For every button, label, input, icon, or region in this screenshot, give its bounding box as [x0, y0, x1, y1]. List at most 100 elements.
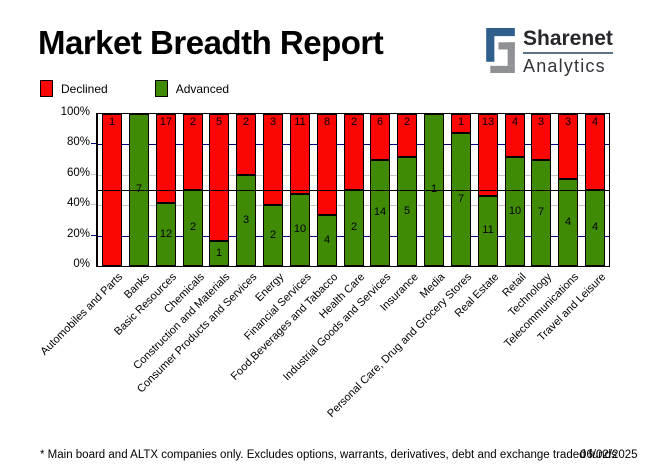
bar-10: 6 14 — [370, 114, 390, 266]
declined-count-label: 2 — [403, 116, 411, 128]
advanced-count-label: 4 — [323, 234, 331, 246]
advanced-count-label: 11 — [482, 224, 494, 236]
declined-segment — [290, 114, 310, 194]
advanced-segment — [263, 205, 283, 266]
advanced-count-label: 7 — [457, 193, 465, 205]
advanced-count-label: 14 — [373, 206, 387, 218]
declined-segment — [531, 114, 551, 160]
declined-count-label: 17 — [159, 116, 173, 128]
declined-segment — [209, 114, 229, 241]
y-tick-label: 80% — [66, 136, 90, 148]
chart-plot-area: 1 7 17 12 2 2 5 1 2 3 3 2 11 10 8 4 2 2 6 14 2 5 1 1 7 13 11 4 10 3 7 3… — [96, 113, 610, 267]
advanced-count-label: 2 — [350, 221, 358, 233]
advanced-count-label: 3 — [242, 214, 250, 226]
bar-15: 4 10 — [505, 114, 525, 266]
legend-label-advanced: Advanced — [175, 81, 230, 96]
advanced-segment — [236, 175, 256, 266]
chart-legend: Declined Advanced — [40, 80, 229, 97]
advanced-segment — [478, 196, 498, 266]
declined-segment — [236, 114, 256, 175]
declined-count-label: 6 — [376, 116, 384, 128]
declined-count-label: 1 — [457, 116, 465, 128]
sharenet-logo-icon — [486, 28, 515, 73]
advanced-count-label: 12 — [159, 228, 173, 240]
declined-count-label: 11 — [294, 116, 306, 128]
advanced-segment — [451, 133, 471, 266]
declined-count-label: 2 — [189, 116, 197, 128]
declined-segment — [263, 114, 283, 205]
advanced-count-label: 4 — [591, 221, 599, 233]
y-tick-label: 0% — [73, 258, 90, 270]
advanced-swatch-icon — [154, 80, 168, 97]
advanced-count-label: 1 — [430, 183, 438, 195]
advanced-count-label: 2 — [269, 229, 277, 241]
bar-7: 11 10 — [290, 114, 310, 266]
bar-14: 13 11 — [478, 114, 498, 266]
declined-segment — [558, 114, 578, 179]
declined-count-label: 13 — [481, 116, 495, 128]
y-tick-label: 40% — [66, 197, 90, 209]
declined-segment — [451, 114, 471, 133]
declined-segment — [397, 114, 417, 157]
declined-count-label: 5 — [215, 116, 223, 128]
y-tick-label: 20% — [66, 228, 90, 240]
declined-count-label: 8 — [323, 116, 331, 128]
declined-count-label: 3 — [537, 116, 545, 128]
declined-count-label: 3 — [269, 116, 277, 128]
advanced-count-label: 7 — [135, 183, 143, 195]
advanced-count-label: 1 — [215, 247, 223, 259]
legend-label-declined: Declined — [61, 81, 108, 96]
declined-segment — [585, 114, 605, 190]
declined-segment — [478, 114, 498, 196]
declined-segment — [183, 114, 203, 190]
advanced-segment — [505, 157, 525, 266]
declined-count-label: 3 — [564, 116, 572, 128]
sharenet-logo: Sharenet Analytics — [486, 28, 613, 75]
declined-segment — [370, 114, 390, 160]
x-axis-label: Automobiles and Parts — [38, 271, 126, 358]
footer-date: 06/02/2025 — [580, 449, 638, 461]
declined-segment — [156, 114, 176, 203]
advanced-segment — [531, 160, 551, 266]
footer-note: * Main board and ALTX companies only. Ex… — [40, 449, 617, 461]
advanced-segment — [290, 194, 310, 266]
page-title: Market Breadth Report — [38, 24, 384, 61]
y-tick-mark — [91, 174, 96, 175]
y-tick-mark — [91, 143, 96, 144]
advanced-segment — [317, 215, 337, 266]
declined-count-label: 2 — [350, 116, 358, 128]
midline-50pct — [98, 190, 609, 191]
advanced-count-label: 10 — [293, 223, 307, 235]
declined-count-label: 1 — [108, 116, 116, 128]
legend-item-declined: Declined — [40, 80, 108, 97]
y-tick-label: 100% — [60, 106, 90, 118]
advanced-count-label: 7 — [537, 206, 545, 218]
declined-segment — [344, 114, 364, 190]
logo-name: Sharenet — [523, 28, 613, 54]
y-tick-mark — [91, 235, 96, 236]
declined-count-label: 4 — [591, 116, 599, 128]
bar-2: 17 12 — [156, 114, 176, 266]
legend-item-advanced: Advanced — [154, 80, 230, 97]
declined-swatch-icon — [40, 80, 53, 97]
y-tick-label: 60% — [66, 167, 90, 179]
declined-segment — [317, 114, 337, 215]
advanced-count-label: 10 — [508, 205, 522, 217]
advanced-segment — [397, 157, 417, 266]
y-tick-mark — [91, 204, 96, 205]
sharenet-logo-text: Sharenet Analytics — [523, 28, 613, 75]
advanced-segment — [209, 241, 229, 266]
advanced-segment — [156, 203, 176, 266]
logo-subtitle: Analytics — [523, 56, 606, 76]
